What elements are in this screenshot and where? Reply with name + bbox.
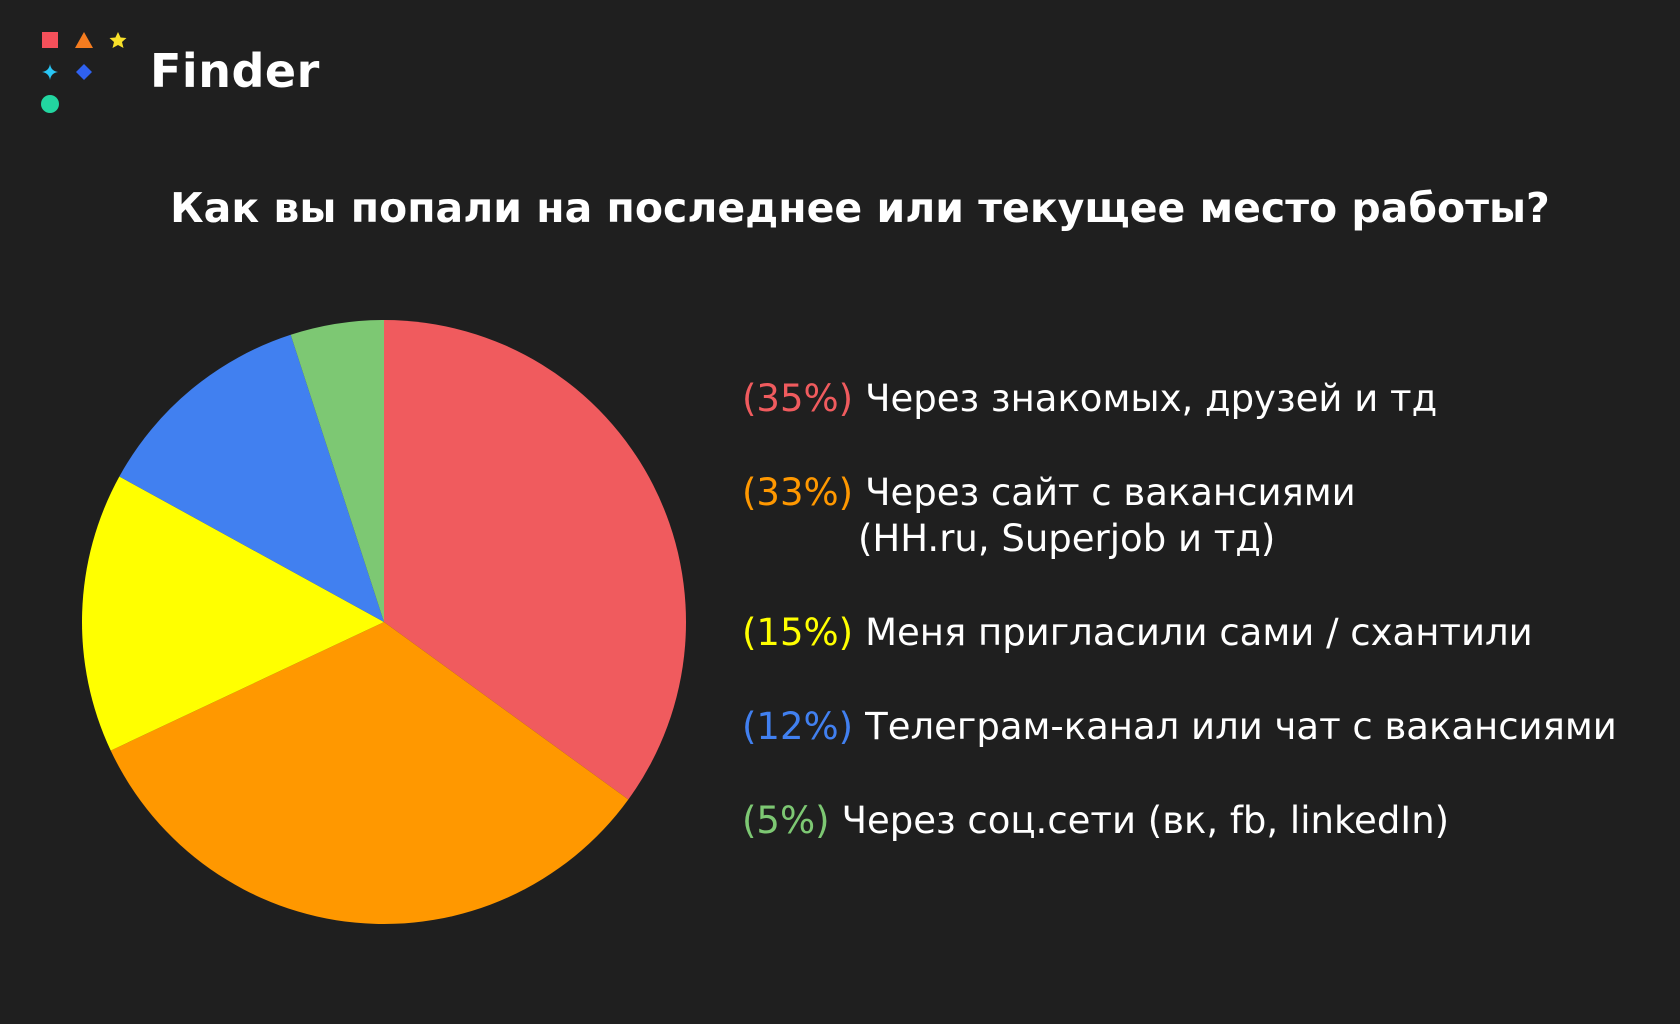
legend-item: (33%) Через сайт с вакансиями (HH.ru, Sup… [742,470,1356,562]
legend-label: Через знакомых, друзей и тд [865,377,1438,420]
legend-item: (15%) Меня пригласили сами / схантили [742,610,1533,656]
logo-star-mark [109,32,127,48]
logo-square-mark [42,32,58,48]
legend-label: Через сайт с вакансиями [865,471,1356,514]
pie-slice-3 [82,476,384,751]
pie-slice-1 [384,320,686,800]
legend-label: Телеграм-канал или чат с вакансиями [865,705,1617,748]
legend-item: (12%) Телеграм-канал или чат с вакансиями [742,704,1617,750]
logo-sparkle-mark [42,64,58,80]
legend-percent: (5%) [742,799,830,842]
legend-item: (5%) Через соц.сети (вк, fb, linkedIn) [742,798,1449,844]
brand-name: Finder [150,44,320,98]
brand-logo: Finder [40,30,340,120]
legend-label: Через соц.сети (вк, fb, linkedIn) [841,799,1450,842]
logo-marks [41,32,127,113]
legend-label: Меня пригласили сами / схантили [865,611,1533,654]
chart-title: Как вы попали на последнее или текущее м… [170,184,1550,232]
legend-percent: (15%) [742,611,854,654]
pie-slice-4 [119,334,384,622]
logo-diamond-mark [76,64,92,80]
pie-chart [82,320,686,924]
pie-slice-5 [290,320,384,622]
pie-slice-2 [110,622,629,924]
legend-percent: (35%) [742,377,854,420]
legend-label-line2: (HH.ru, Superjob и тд) [858,517,1276,560]
legend-item: (35%) Через знакомых, друзей и тд [742,376,1437,422]
pie-svg [82,320,686,924]
legend-percent: (12%) [742,705,854,748]
logo-triangle-mark [75,32,93,48]
logo-circle-mark [41,95,59,113]
legend-percent: (33%) [742,471,854,514]
